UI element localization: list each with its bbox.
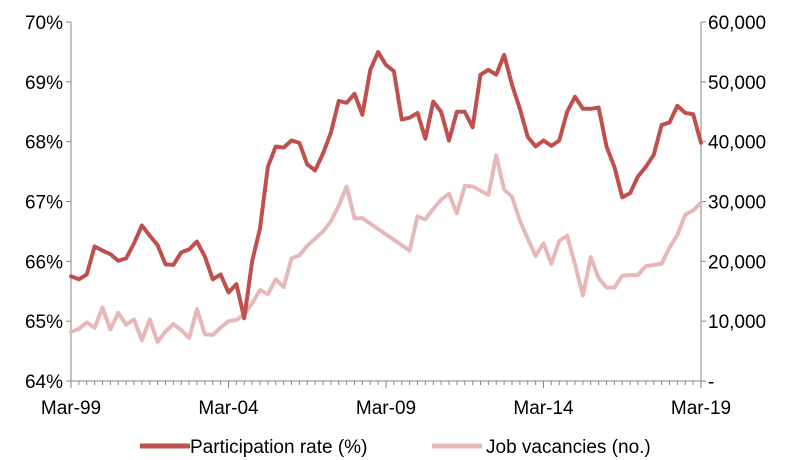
left-y-tick-label: 69%: [25, 73, 63, 94]
series-line-job-vacancies: [69, 153, 703, 345]
x-tick-label: Mar-14: [513, 398, 574, 419]
left-y-tick-label: 70%: [25, 13, 63, 34]
left-y-tick-label: 65%: [25, 312, 63, 333]
series-line-participation-rate: [69, 49, 703, 321]
series-layer: [69, 49, 703, 345]
legend: Participation rate (%) Job vacancies (no…: [140, 437, 651, 458]
left-y-tick-label: 68%: [25, 133, 63, 154]
left-y-tick-label: 64%: [25, 372, 63, 393]
legend-label-participation: Participation rate (%): [190, 437, 367, 458]
right-y-tick-label: -: [708, 372, 714, 393]
legend-item-participation: Participation rate (%): [140, 437, 367, 458]
right-y-tick-label: 20,000: [708, 252, 766, 273]
left-y-tick-label: 66%: [25, 252, 63, 273]
right-y-tick-label: 30,000: [708, 193, 766, 214]
x-tick-label: Mar-04: [198, 398, 259, 419]
chart-axes: 64% 65% 66% 67% 68% 69% 70% - 10,000 20,000 30,000…: [25, 13, 766, 419]
right-y-tick-label: 50,000: [708, 73, 766, 94]
x-tick-label: Mar-09: [356, 398, 416, 419]
right-y-tick-label: 40,000: [708, 133, 766, 154]
left-y-tick-label: 67%: [25, 193, 63, 214]
legend-item-vacancies: Job vacancies (no.): [432, 437, 651, 458]
legend-label-vacancies: Job vacancies (no.): [486, 437, 651, 458]
right-y-tick-label: 10,000: [708, 312, 766, 333]
x-tick-label: Mar-19: [671, 398, 731, 419]
right-y-tick-label: 60,000: [708, 13, 766, 34]
x-tick-label: Mar-99: [41, 398, 101, 419]
